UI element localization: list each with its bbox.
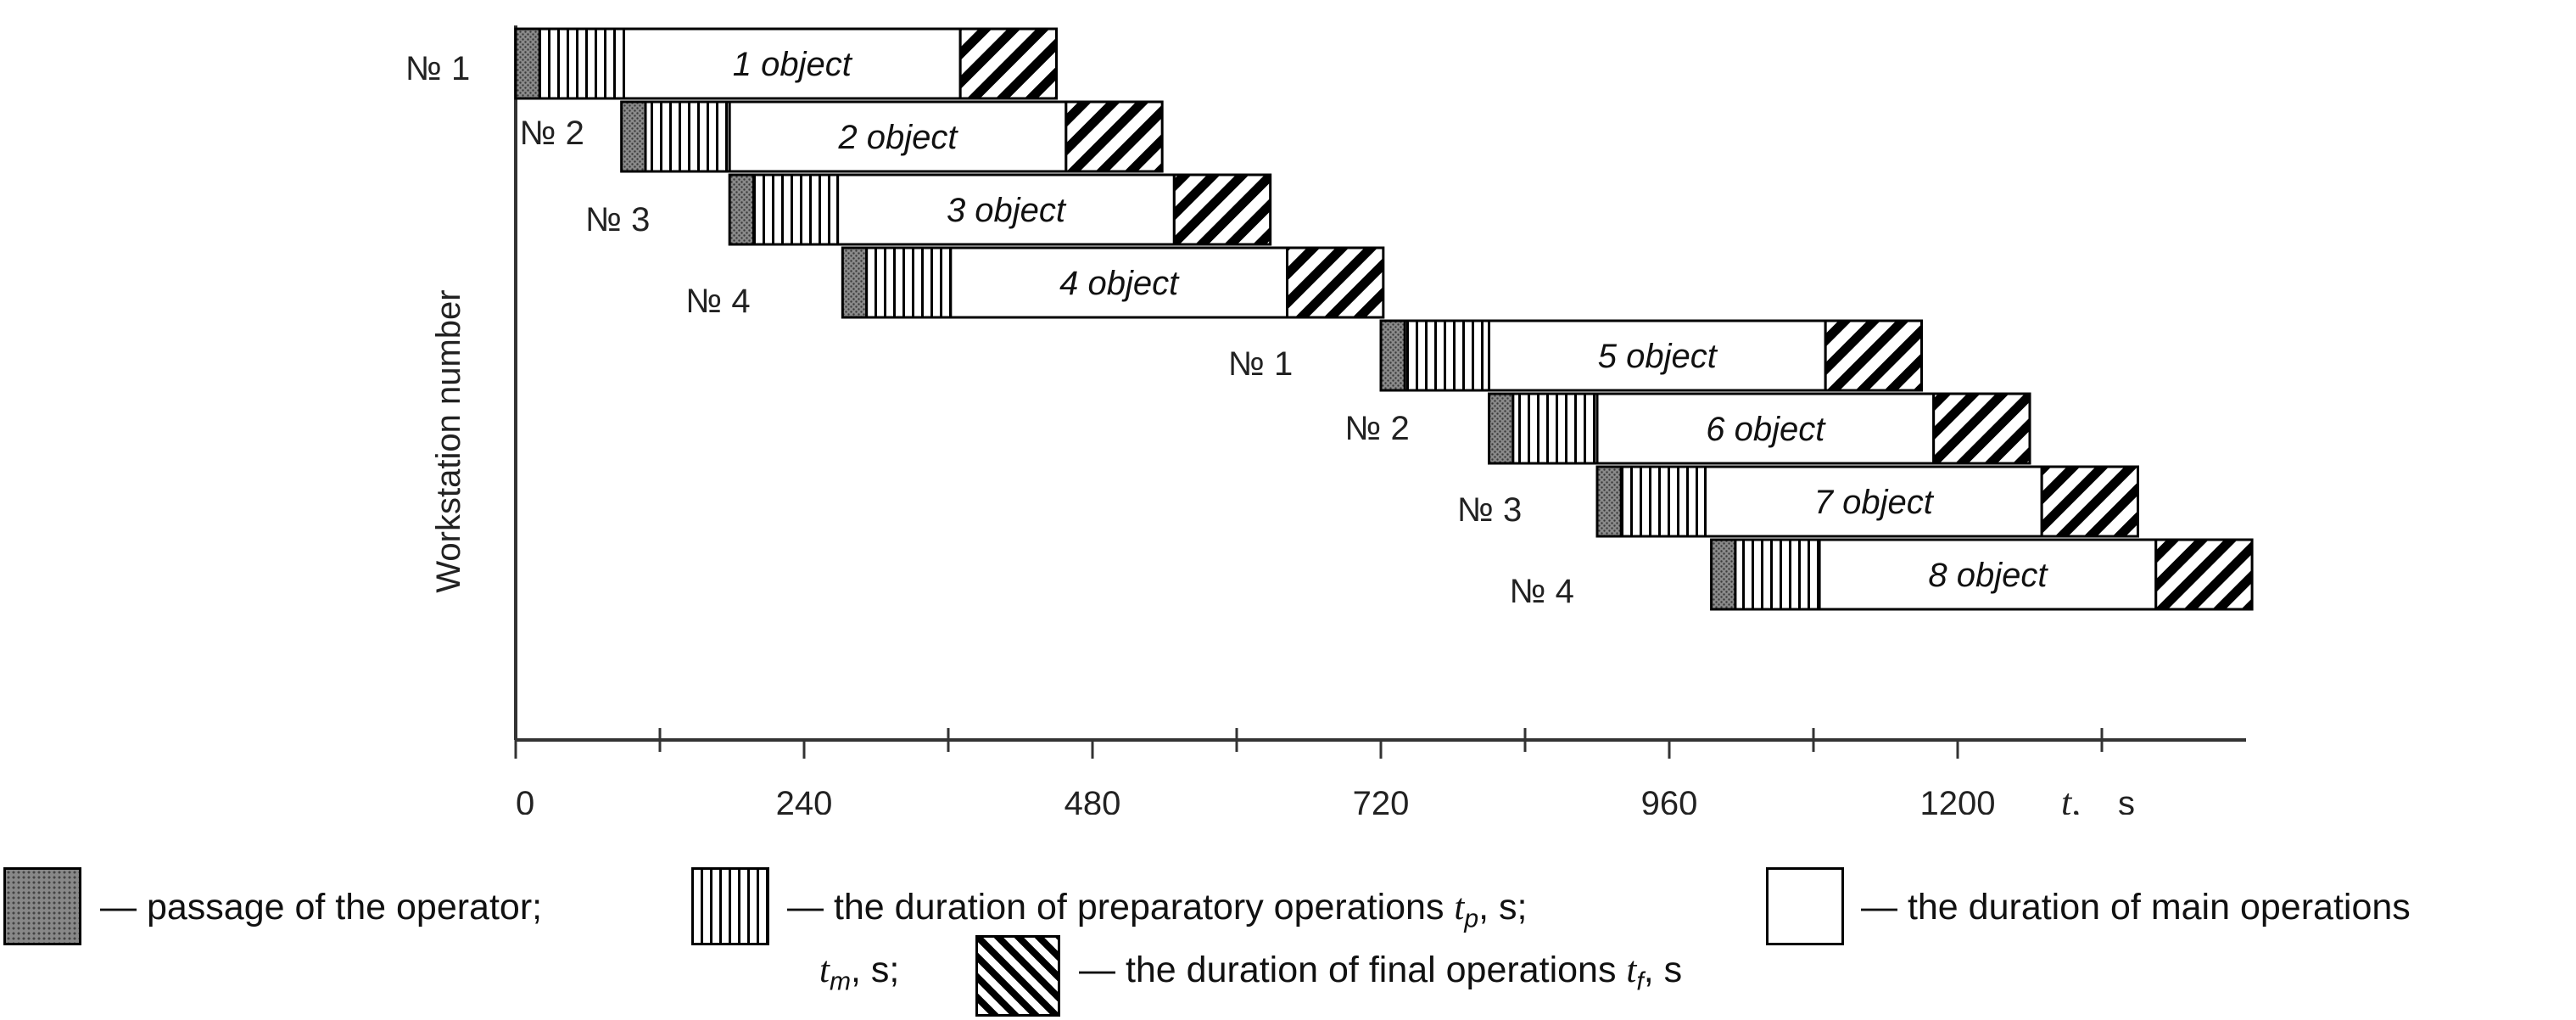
legend-swatch-prep (691, 867, 769, 945)
bar-5 (1379, 319, 1924, 392)
bar-8-final-segment (2154, 538, 2254, 611)
labels-group: 1 object № 1 2 object № 2 3 object № 3 4 objec… (405, 46, 2048, 610)
bar-1-label: 1 object (733, 46, 853, 83)
legend-main-symbol: t (819, 950, 830, 990)
workstation-label-3: № 3 (585, 201, 650, 238)
bars-group (514, 27, 2254, 611)
bar-1-prep-segment (538, 27, 625, 100)
workstation-label-4: № 4 (685, 283, 750, 320)
bar-2-passage-segment (620, 100, 647, 173)
workstation-label-2: № 2 (520, 115, 584, 152)
bar-7-final-segment (2040, 465, 2140, 538)
legend-prep-text: — the duration of preparatory operations (787, 887, 1455, 928)
bar-6-label: 6 object (1706, 411, 1826, 448)
legend-text-main-cont: tm, s; (819, 952, 899, 995)
x-tick-label-960: 960 (1641, 785, 1698, 815)
bar-8-main-segment (1818, 538, 2158, 611)
bar-2-final-segment (1064, 100, 1164, 173)
legend-final-symbol: t (1626, 950, 1637, 990)
legend-swatch-final (975, 935, 1060, 1017)
bar-1 (514, 27, 1058, 100)
bar-7 (1595, 465, 2140, 538)
bar-5-final-segment (1824, 319, 1924, 392)
bar-6-passage-segment (1488, 392, 1515, 465)
legend-swatch-main (1766, 867, 1844, 945)
bar-2-main-segment (728, 100, 1068, 173)
bar-6-prep-segment (1512, 392, 1599, 465)
bar-6-main-segment (1595, 392, 1936, 465)
bar-2 (620, 100, 1164, 173)
bar-2-label: 2 object (837, 119, 958, 156)
bar-7-prep-segment (1619, 465, 1707, 538)
legend-final-text: — the duration of final operations (1079, 950, 1627, 990)
x-axis-symbol: t, (2061, 782, 2081, 815)
y-axis-label: Workstation number (430, 289, 467, 592)
workstation-label-7: № 3 (1457, 491, 1522, 529)
legend-main-sub: m (829, 967, 852, 996)
bar-3-main-segment (836, 173, 1176, 246)
bar-7-label: 7 object (1814, 484, 1935, 521)
axes: 0 240 480 720 960 1200 t, s Workstation number (430, 25, 2246, 815)
bar-3-final-segment (1172, 173, 1272, 246)
bar-1-main-segment (623, 27, 962, 100)
x-tick-label-0: 0 (516, 785, 534, 815)
bar-4-final-segment (1286, 246, 1385, 319)
bar-3-passage-segment (728, 173, 756, 246)
bar-5-passage-segment (1379, 319, 1406, 392)
bar-4-prep-segment (865, 246, 953, 319)
bar-8-passage-segment (1710, 538, 1737, 611)
legend-prep-unit: , s; (1478, 887, 1528, 928)
legend-prep-symbol: t (1454, 888, 1465, 928)
bar-7-main-segment (1704, 465, 2043, 538)
workstation-label-8: № 4 (1510, 573, 1574, 610)
legend-text-main: — the duration of main operations (1861, 889, 2411, 926)
x-tick-label-720: 720 (1353, 785, 1410, 815)
bar-3 (728, 173, 1272, 246)
legend-prep-sub: p (1464, 905, 1479, 933)
bar-6-final-segment (1932, 392, 2031, 465)
legend-main-label: — the duration of main operations (1861, 887, 2411, 928)
bar-5-main-segment (1488, 319, 1827, 392)
bar-1-final-segment (958, 27, 1058, 100)
bar-7-passage-segment (1595, 465, 1623, 538)
legend-final-unit: , s (1643, 950, 1683, 990)
x-tick-label-480: 480 (1064, 785, 1121, 815)
legend-swatch-passage (3, 867, 81, 945)
bar-4-passage-segment (841, 246, 869, 319)
bar-8 (1710, 538, 2254, 611)
gantt-chart: 0 240 480 720 960 1200 t, s Workstation number 1… (405, 25, 2254, 815)
workstation-label-5: № 1 (1228, 345, 1293, 383)
x-axis-unit: s (2118, 785, 2135, 815)
workstation-label-1: № 1 (405, 50, 470, 87)
x-tick-label-240: 240 (776, 785, 833, 815)
bar-8-label: 8 object (1928, 557, 2048, 594)
bar-2-prep-segment (644, 100, 731, 173)
legend-passage-label: — passage of the operator; (100, 887, 543, 928)
bar-4-label: 4 object (1059, 265, 1180, 302)
bar-3-prep-segment (752, 173, 840, 246)
legend-text-prep: — the duration of preparatory operations… (787, 889, 1527, 933)
x-tick-label-1200: 1200 (1920, 785, 1996, 815)
bar-5-prep-segment (1403, 319, 1491, 392)
bar-6 (1488, 392, 2031, 465)
legend-text-final: — the duration of final operations tf, s (1079, 952, 1682, 995)
bar-4-main-segment (949, 246, 1289, 319)
bar-8-prep-segment (1734, 538, 1821, 611)
workstation-label-6: № 2 (1345, 410, 1410, 447)
legend-text-passage: — passage of the operator; (100, 889, 542, 926)
bar-3-label: 3 object (947, 192, 1067, 229)
legend-final-sub: f (1636, 967, 1644, 996)
bar-4 (841, 246, 1385, 319)
bar-5-label: 5 object (1598, 338, 1718, 375)
legend-main-unit: , s; (851, 950, 900, 990)
bar-1-passage-segment (514, 27, 541, 100)
